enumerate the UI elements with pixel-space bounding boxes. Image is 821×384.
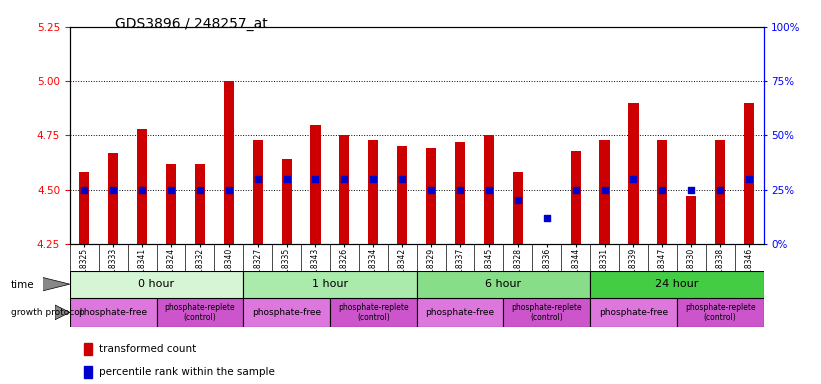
Point [78,187,91,193]
Bar [417,271,590,298]
Bar [455,142,465,244]
Bar [571,151,580,244]
Point [511,197,525,204]
Bar [417,298,503,327]
Bar [84,366,92,378]
Point [453,187,466,193]
Text: GDS3896 / 248257_at: GDS3896 / 248257_at [115,17,268,31]
Bar [282,159,291,244]
Bar [484,136,494,244]
Bar [70,271,243,298]
Bar [330,298,416,327]
Point [483,187,496,193]
Bar [599,140,610,244]
Bar [677,298,764,327]
Bar [166,164,176,244]
Bar [542,244,552,384]
Text: transformed count: transformed count [99,344,196,354]
Bar [744,103,754,244]
Point [627,176,640,182]
Polygon shape [43,277,70,291]
Point [742,176,755,182]
Text: phosphate-replete
(control): phosphate-replete (control) [685,303,755,322]
Point [424,187,438,193]
Point [251,176,264,182]
Point [280,176,293,182]
Point [656,187,669,193]
Bar [658,140,667,244]
Point [193,187,206,193]
Point [713,187,727,193]
Bar [108,153,118,244]
Bar [243,298,330,327]
Bar [590,271,764,298]
Text: 1 hour: 1 hour [312,279,348,289]
Point [107,187,120,193]
Bar [590,298,677,327]
Text: phosphate-free: phosphate-free [425,308,494,317]
Point [396,176,409,182]
Bar [195,164,205,244]
Point [569,187,582,193]
Bar [686,196,696,244]
Text: 24 hour: 24 hour [655,279,699,289]
Point [309,176,322,182]
Bar [503,298,590,327]
Point [598,187,611,193]
Bar [369,140,378,244]
Point [135,187,149,193]
Bar [253,140,263,244]
Text: phosphate-free: phosphate-free [79,308,148,317]
Text: 6 hour: 6 hour [485,279,521,289]
Bar [339,136,350,244]
Text: 0 hour: 0 hour [139,279,175,289]
Text: time: time [11,280,34,290]
Text: phosphate-replete
(control): phosphate-replete (control) [338,303,409,322]
Bar [628,103,639,244]
Bar [223,81,234,244]
Bar [157,298,243,327]
Point [540,215,553,221]
Text: phosphate-free: phosphate-free [252,308,321,317]
Bar [715,140,725,244]
Bar [397,146,407,244]
Bar [84,343,92,355]
Bar [70,298,157,327]
Bar [137,129,147,244]
Polygon shape [55,305,70,320]
Text: phosphate-replete
(control): phosphate-replete (control) [511,303,582,322]
Bar [513,172,523,244]
Bar [426,148,436,244]
Point [337,176,351,182]
Text: phosphate-free: phosphate-free [599,308,668,317]
Point [685,187,698,193]
Point [164,187,177,193]
Bar [310,124,320,244]
Bar [79,172,89,244]
Text: percentile rank within the sample: percentile rank within the sample [99,366,275,377]
Text: phosphate-replete
(control): phosphate-replete (control) [164,303,235,322]
Text: growth protocol: growth protocol [11,308,82,317]
Point [367,176,380,182]
Bar [243,271,417,298]
Point [222,187,236,193]
